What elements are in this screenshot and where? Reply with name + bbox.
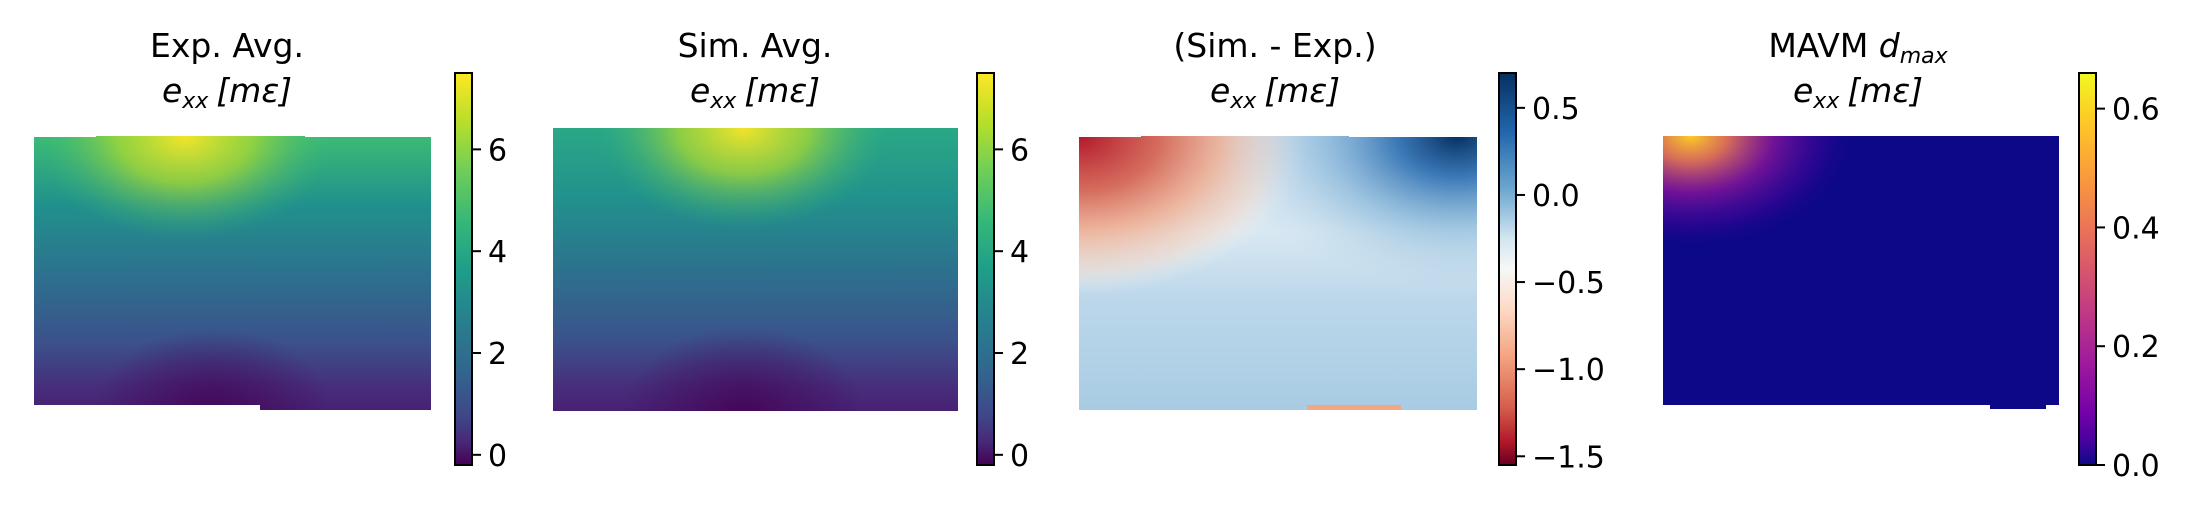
- title-line-2: exx [mε]: [690, 71, 820, 114]
- colorbar-tick-label: 2: [1010, 337, 1029, 372]
- colorbar: 0.5 0.0 −0.5 −1.0 −1.5: [1498, 72, 1605, 475]
- heatmap-lowspot: [553, 128, 958, 411]
- colorbar-gradient: [1498, 72, 1517, 466]
- title-line-1: Exp. Avg.: [150, 26, 304, 65]
- colorbar-tick-label: 0: [488, 439, 507, 474]
- colorbar-ticks: 0.6 0.4 0.2 0.0: [2096, 93, 2160, 484]
- panel-diff: (Sim. - Exp.) exx [mε] 0.5 0.0 −0.5 −1.0 −1.5: [1079, 26, 1605, 475]
- panel-mavm: MAVM dmax exx [mε] 0.6 0.4 0.2 0.0: [1663, 26, 2160, 484]
- heatmap-bottom-strip: [1990, 404, 2046, 409]
- title-line-1: (Sim. - Exp.): [1173, 26, 1376, 65]
- colorbar-tick-label: 0.4: [2112, 211, 2160, 246]
- colorbar-tick-label: 0.0: [1532, 179, 1580, 214]
- title-line-2: exx [mε]: [162, 71, 292, 114]
- colorbar: 0.6 0.4 0.2 0.0: [2078, 72, 2160, 484]
- colorbar-tick-label: 0: [1010, 439, 1029, 474]
- title-line-2: exx [mε]: [1210, 71, 1340, 114]
- colorbar-tick-label: −0.5: [1532, 266, 1605, 301]
- colorbar-tick-label: 6: [1010, 133, 1029, 168]
- heatmap: [553, 128, 958, 411]
- heatmap-bottom-strip: [1307, 405, 1401, 410]
- heatmap: [34, 131, 431, 411]
- colorbar-tick-label: 6: [488, 133, 507, 168]
- heatmap: [1663, 136, 2059, 409]
- title-line-1: Sim. Avg.: [678, 26, 833, 65]
- colorbar-tick-label: 0.5: [1532, 92, 1580, 127]
- colorbar-tick-label: −1.5: [1532, 440, 1605, 475]
- title-line-2: exx [mε]: [1793, 71, 1923, 114]
- heatmap-bluespot: [1079, 136, 1477, 410]
- panel-sim-avg: Sim. Avg. exx [mε] 0 2 4 6: [553, 26, 1029, 474]
- colorbar-tick-label: 4: [1010, 235, 1029, 270]
- colorbar-ticks: 0.5 0.0 −0.5 −1.0 −1.5: [1516, 92, 1605, 475]
- title-line-1: MAVM dmax: [1768, 26, 1948, 69]
- panel-exp-avg: Exp. Avg. exx [mε] 0 2 4 6: [34, 26, 507, 474]
- colorbar: 0 2 4 6: [454, 72, 507, 474]
- colorbar-tick-label: 0.2: [2112, 330, 2160, 365]
- colorbar-tick-label: 2: [488, 337, 507, 372]
- colorbar-gradient: [454, 72, 473, 466]
- colorbar-tick-label: 0.6: [2112, 93, 2160, 128]
- colorbar-gradient: [976, 72, 995, 466]
- colorbar-tick-label: 0.0: [2112, 449, 2160, 484]
- heatmap-lowspot: [34, 136, 431, 410]
- heatmap-hotspot: [1663, 136, 2059, 405]
- colorbar: 0 2 4 6: [976, 72, 1029, 474]
- colorbar-tick-label: −1.0: [1532, 353, 1605, 388]
- colorbar-gradient: [2078, 72, 2097, 466]
- colorbar-ticks: 0 2 4 6: [994, 133, 1029, 474]
- colorbar-tick-label: 4: [488, 235, 507, 270]
- heatmap: [1079, 131, 1477, 410]
- colorbar-ticks: 0 2 4 6: [472, 133, 507, 474]
